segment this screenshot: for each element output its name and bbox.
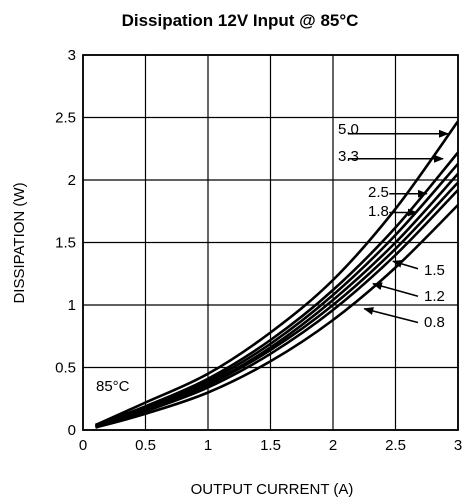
plot-frame [82,54,459,431]
y-tick-label: 1.5 [55,235,76,252]
y-tick-label: 3 [68,47,76,64]
series-line-2-5 [95,162,459,428]
y-tick-label: 0 [68,422,76,439]
x-tick-label: 3 [454,437,462,454]
series-label-3-3: 3.3 [338,148,359,165]
series-label-1-5: 1.5 [424,262,445,279]
series-label-arrow [372,282,419,298]
series-line-5-0 [94,120,460,427]
y-tick-label: 2.5 [55,110,76,127]
series-line-1-8 [95,172,459,428]
axis-ticks: 0 0.5 1 1.5 2 2.5 3 0 0.5 1 1.5 2 2.5 3 [55,47,462,454]
temperature-annotation: 85°C [96,378,130,395]
x-axis-label: OUTPUT CURRENT (A) [191,481,354,498]
series-labels: 5.0 3.3 2.5 1.8 1.5 1.2 0.8 [338,121,449,331]
series-label-1-8: 1.8 [368,203,389,220]
x-tick-label: 2 [329,437,337,454]
y-tick-label: 0.5 [55,360,76,377]
series-label-2-5: 2.5 [368,184,389,201]
series-line-0-8 [95,204,459,429]
series-line-1-2 [95,189,459,429]
series-label-1-2: 1.2 [424,288,445,305]
series-label-arrow [392,260,419,270]
series-label-0-8: 0.8 [424,314,445,331]
x-tick-label: 1.5 [260,437,281,454]
series-label-arrow [363,307,419,324]
y-axis-label: DISSIPATION (W) [11,182,28,303]
chart-title: Dissipation 12V Input @ 85°C [122,11,359,30]
y-tick-label: 1 [68,297,76,314]
x-tick-label: 1 [204,437,212,454]
y-tick-label: 2 [68,172,76,189]
x-tick-label: 0 [79,437,87,454]
x-tick-label: 2.5 [385,437,406,454]
x-tick-label: 0.5 [135,437,156,454]
series-label-5-0: 5.0 [338,121,359,138]
plot-curves [94,120,460,429]
